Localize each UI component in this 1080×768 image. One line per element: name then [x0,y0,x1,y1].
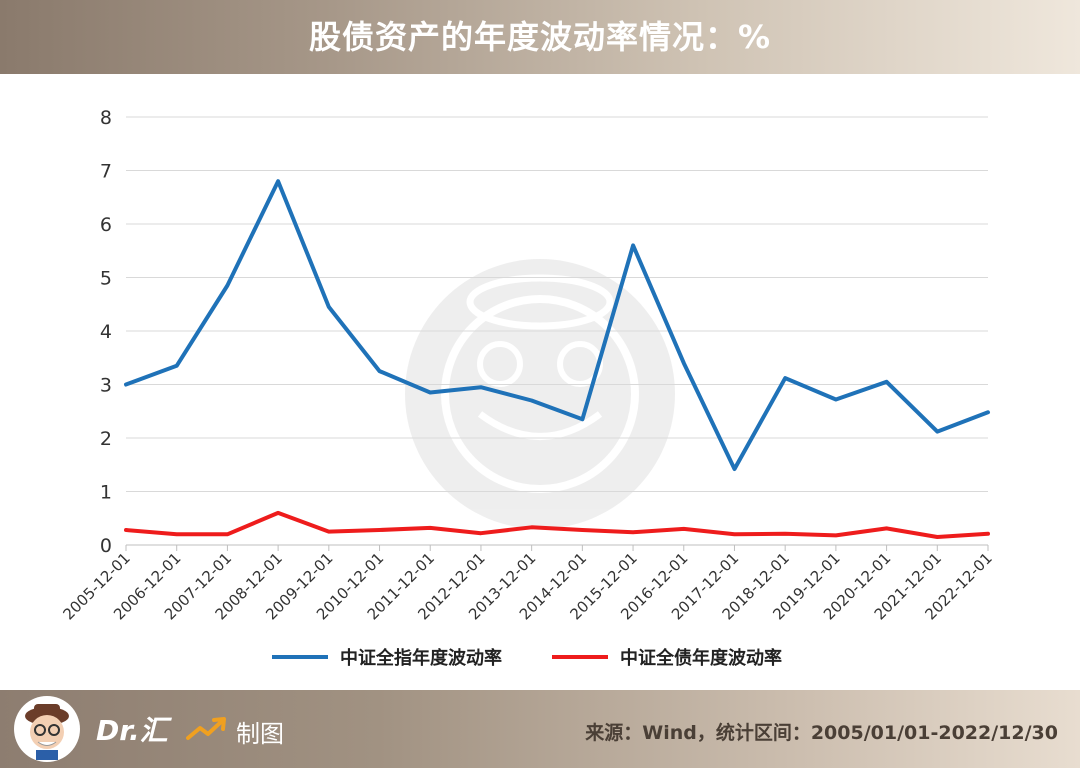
y-axis: 0 1 2 3 4 5 6 7 8 [100,107,112,557]
gridlines [126,116,988,546]
source-note: 来源：Wind，统计区间：2005/01/01-2022/12/30 [585,722,1058,744]
legend: 中证全指年度波动率 中证全债年度波动率 [272,647,782,669]
page-title: 股债资产的年度波动率情况：% [308,18,772,56]
footer-bar: Dr.汇 制图 来源：Wind，统计区间：2005/01/01-2022/12/… [0,690,1080,768]
header-banner: 股债资产的年度波动率情况：% [0,0,1080,74]
brand-suffix: 制图 [236,720,284,748]
line-chart: 0 1 2 3 4 5 6 7 8 2005-12-012006-12-012007-12-01… [59,107,996,669]
avatar-logo [14,696,80,762]
trend-arrow-icon [186,717,226,740]
x-axis: 2005-12-012006-12-012007-12-012008-12-01… [59,545,996,623]
y-tick-label: 1 [100,482,112,504]
legend-label-1: 中证全指年度波动率 [340,647,502,669]
series-lines [124,179,990,539]
series-line-2 [124,510,990,539]
series-line-1 [124,179,990,471]
y-tick-label: 2 [100,428,112,450]
watermark [405,259,675,529]
brand-name: Dr.汇 [96,714,168,747]
legend-label-2: 中证全债年度波动率 [620,647,782,669]
y-tick-label: 4 [100,321,112,343]
y-tick-label: 3 [100,375,112,397]
y-tick-label: 7 [100,161,112,183]
y-tick-label: 0 [100,535,112,557]
y-tick-label: 5 [100,268,112,290]
y-tick-label: 8 [100,107,112,129]
y-tick-label: 6 [100,214,112,236]
